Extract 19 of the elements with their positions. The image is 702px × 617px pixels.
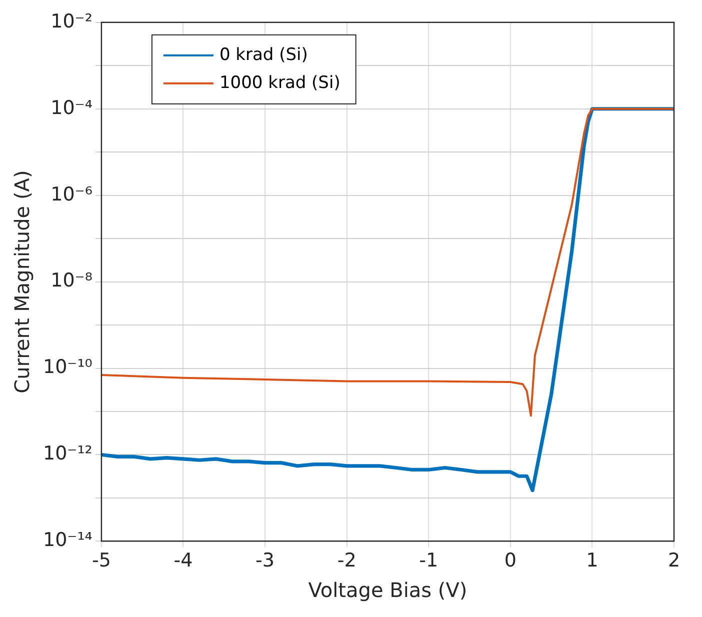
x-tick-label: 2: [668, 550, 680, 572]
y-tick-label: 10⁻⁸: [50, 270, 92, 292]
y-axis-title: Current Magnitude (A): [10, 170, 34, 394]
legend-label: 1000 krad (Si): [219, 72, 340, 93]
x-tick-label: -2: [337, 550, 356, 572]
x-tick-label: -3: [256, 550, 275, 572]
x-axis-title: Voltage Bias (V): [308, 578, 468, 602]
y-tick-label: 10⁻¹²: [42, 442, 92, 465]
x-tick-label: -1: [419, 550, 438, 572]
legend-label: 0 krad (Si): [219, 44, 308, 65]
y-tick-label: 10⁻⁴: [50, 96, 93, 119]
x-tick-label: 0: [504, 550, 516, 572]
y-tick-label: 10⁻¹⁴: [42, 529, 93, 552]
x-tick-label: -5: [92, 550, 111, 572]
y-tick-label: 10⁻⁶: [50, 183, 92, 206]
x-tick-label: -4: [174, 550, 193, 572]
x-tick-label: 1: [586, 550, 598, 572]
y-tick-label: 10⁻²: [50, 10, 92, 32]
y-tick-label: 10⁻¹⁰: [42, 356, 92, 378]
